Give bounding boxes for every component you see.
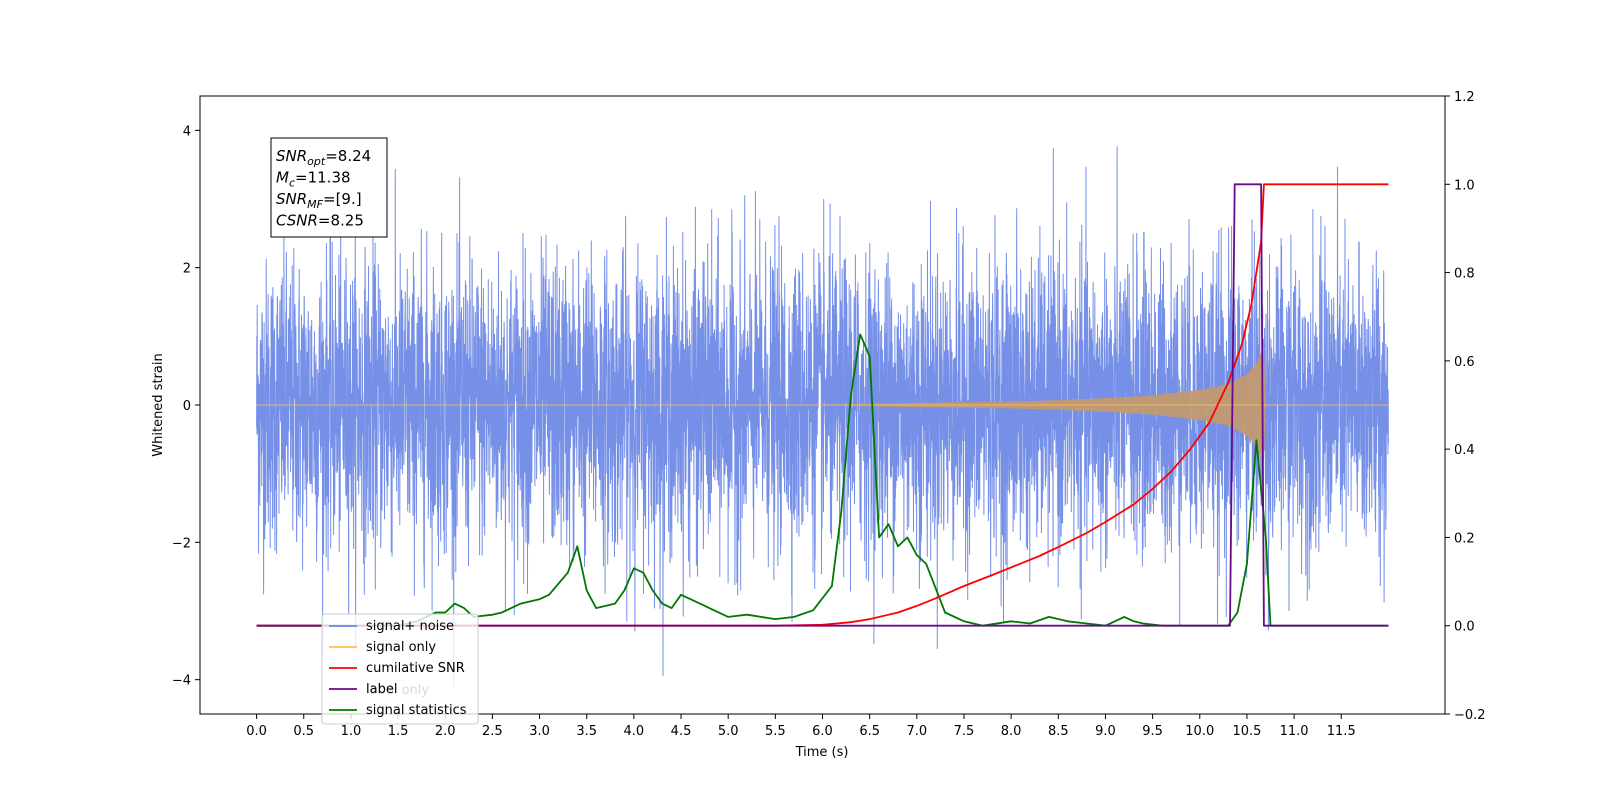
y2-tick-label: 0.4 [1454,443,1475,458]
y2-tick-label: 1.2 [1454,90,1475,105]
y2-tick-label: 1.0 [1454,178,1475,193]
x-axis-ticks: 0.0 0.5 1.0 1.5 2.0 2.5 3.0 3.5 4.0 4.5 5.0 5.5 6.0 6… [246,714,1356,739]
y-tick-label: 2 [183,262,191,277]
x-tick-label: 10.5 [1232,724,1261,739]
annotation-value: =8.25 [318,212,364,230]
x-tick-label: 11.5 [1327,724,1356,739]
x-tick-label: 9.0 [1095,724,1116,739]
x-tick-label: 8.5 [1048,724,1069,739]
annotation-symbol: SNR [276,147,307,165]
legend-label: label [366,682,397,697]
legend-label: signal statistics [366,703,467,718]
y2-tick-label: −0.2 [1454,708,1486,723]
annotation-value: =11.38 [295,169,351,187]
x-tick-label: 8.0 [1001,724,1022,739]
legend-hidden-text: label only [366,683,429,698]
x-tick-label: 7.5 [954,724,975,739]
y2-tick-label: 0.6 [1454,355,1475,370]
y2-axis-ticks: −0.2 0.0 0.2 0.4 0.6 0.8 1.0 1.2 [1445,90,1486,723]
annotation-line: SNRopt=8.24 [276,147,371,168]
y-tick-label: −4 [172,674,191,689]
x-tick-label: 4.0 [624,724,645,739]
legend: label only signal+ noise signal only cumila… [321,613,479,725]
annotation-subscript: MF [307,198,323,211]
x-tick-label: 5.0 [718,724,739,739]
y2-tick-label: 0.2 [1454,531,1475,546]
right-axis-series-layer [256,183,1389,627]
x-tick-label: 6.5 [859,724,880,739]
x-tick-label: 3.0 [529,724,550,739]
annotation-box [270,137,388,238]
x-tick-label: 5.5 [765,724,786,739]
annotation-value: =8.24 [325,147,371,165]
annotation-symbol: SNR [276,190,307,208]
series-line-cumilative-snr [256,183,1389,627]
x-tick-label: 10.0 [1185,724,1214,739]
annotation-line: CSNR=8.25 [276,212,364,230]
x-tick-label: 1.0 [341,724,362,739]
y-axis-ticks: −4 −2 0 2 4 [172,124,200,689]
x-tick-label: 0.0 [246,724,267,739]
x-tick-label: 6.0 [812,724,833,739]
y-tick-label: −2 [172,536,191,551]
legend-label: signal only [366,640,436,655]
annotation-value: =[9.] [323,190,362,208]
series-line-label [256,183,1389,627]
x-tick-label: 11.0 [1280,724,1309,739]
x-axis-label: Time (s) [795,745,849,760]
x-tick-label: 9.5 [1142,724,1163,739]
x-tick-label: 3.5 [576,724,597,739]
x-tick-label: 2.5 [482,724,503,739]
y-tick-label: 0 [183,399,191,414]
signal-series-layer [256,346,1389,464]
annotation-symbol: CSNR [276,212,318,230]
legend-label: signal+ noise [366,619,454,634]
annotation-subscript: c [289,177,295,190]
y-axis-label: Whitened strain [151,353,166,456]
annotation-line: Mc=11.38 [276,169,351,190]
annotation-symbol: M [276,169,289,187]
x-tick-label: 1.5 [388,724,409,739]
x-tick-label: 4.5 [671,724,692,739]
x-tick-label: 2.0 [435,724,456,739]
annotation-subscript: opt [307,155,326,168]
y-tick-label: 4 [183,124,191,139]
legend-box [321,613,479,725]
series-line-signal-statistics [256,333,1389,627]
x-tick-label: 7.0 [906,724,927,739]
annotation-line: SNRMF=[9.] [276,190,362,211]
legend-label: cumilative SNR [366,661,465,676]
x-tick-label: 0.5 [293,724,314,739]
y2-tick-label: 0.0 [1454,620,1475,635]
y2-tick-label: 0.8 [1454,267,1475,282]
